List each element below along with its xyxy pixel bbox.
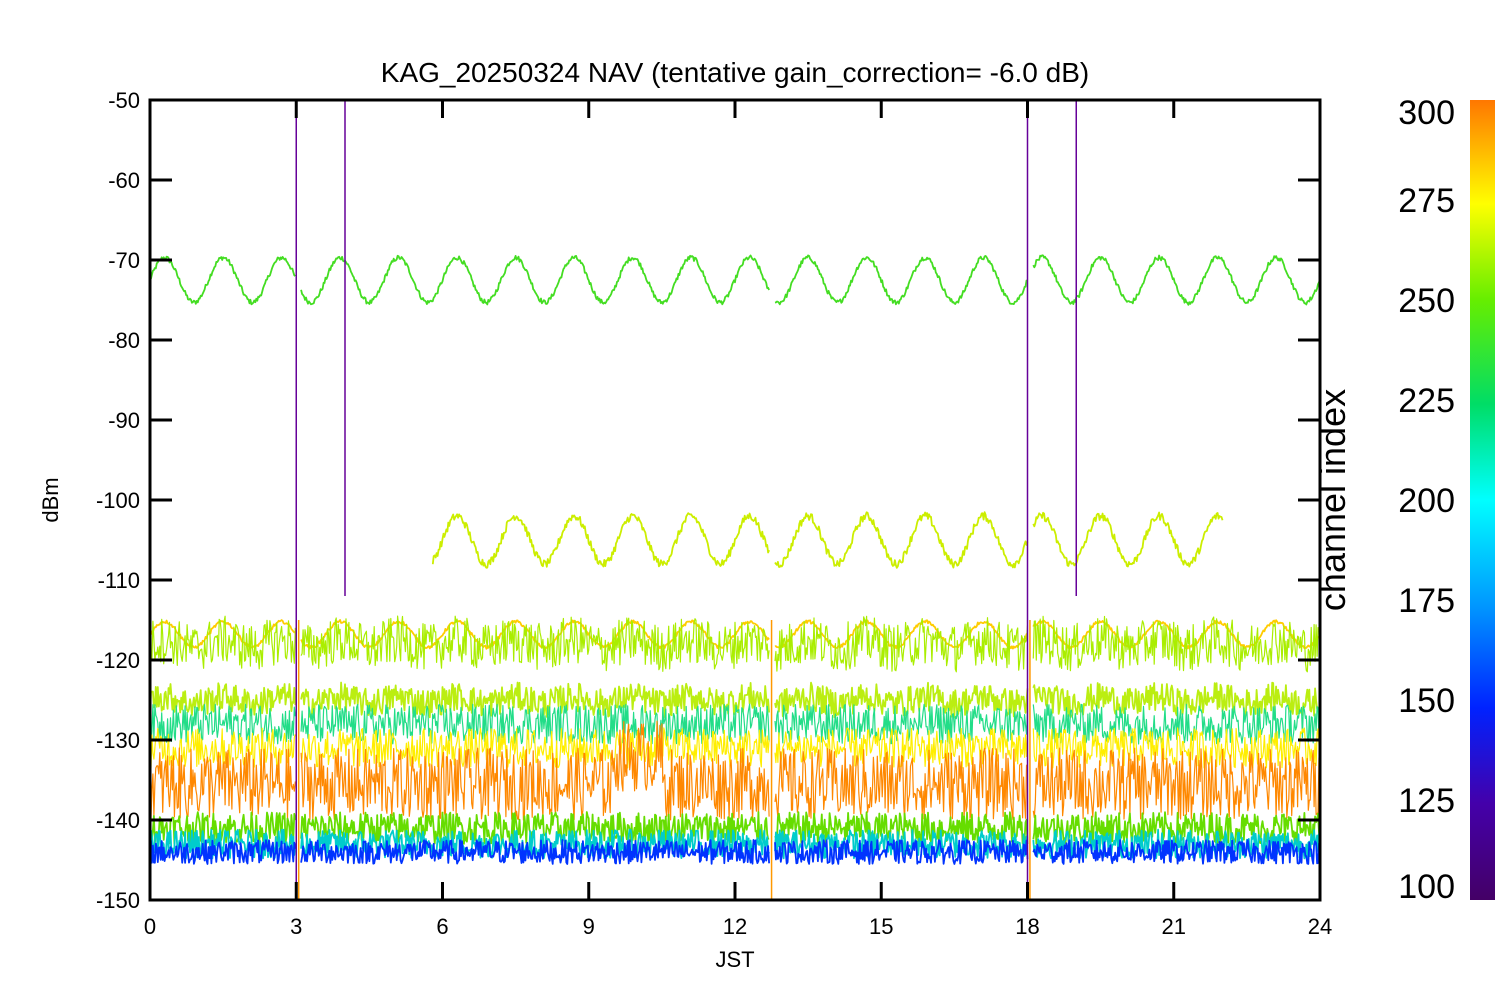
colorbar-tick-label: 175 bbox=[1398, 582, 1455, 620]
y-tick-label: -70 bbox=[108, 248, 140, 273]
series-line-ch210 bbox=[150, 703, 1320, 745]
x-tick-label: 9 bbox=[583, 914, 595, 939]
series-line-ch240 bbox=[150, 254, 1320, 306]
colorbar-tick-label: 300 bbox=[1398, 94, 1455, 132]
y-tick-label: -130 bbox=[96, 728, 140, 753]
colorbar bbox=[1470, 100, 1495, 900]
x-tick-label: 24 bbox=[1308, 914, 1332, 939]
series-line-ch130 bbox=[150, 839, 1320, 865]
series-line-ch255 bbox=[150, 615, 1320, 673]
x-axis: 0 3 6 9 12 15 18 21 24 bbox=[144, 100, 1332, 939]
x-tick-label: 3 bbox=[290, 914, 302, 939]
series-line-ch295 bbox=[150, 720, 1320, 821]
y-tick-label: -150 bbox=[96, 888, 140, 913]
series-line-ch280 bbox=[150, 727, 1320, 769]
y-axis: -50 -60 -70 -80 -90 -100 -110 -120 -130 -140 -150 bbox=[96, 88, 1320, 913]
y-tick-label: -60 bbox=[108, 168, 140, 193]
plot-area bbox=[150, 100, 1320, 900]
y-tick-label: -90 bbox=[108, 408, 140, 433]
colorbar-tick-label: 275 bbox=[1398, 182, 1455, 220]
colorbar-tick-label: 200 bbox=[1398, 482, 1455, 520]
y-tick-label: -80 bbox=[108, 328, 140, 353]
colorbar-tick-label: 150 bbox=[1398, 682, 1455, 720]
x-tick-label: 0 bbox=[144, 914, 156, 939]
colorbar-tick-label: 225 bbox=[1398, 382, 1455, 420]
y-tick-label: -110 bbox=[98, 568, 140, 593]
colorbar-ticks: 100 125 150 175 200 225 250 275 300 bbox=[1398, 94, 1455, 906]
x-tick-label: 21 bbox=[1162, 914, 1186, 939]
series-line-ch275 bbox=[150, 619, 1320, 650]
x-axis-title: JST bbox=[715, 947, 754, 972]
colorbar-tick-label: 100 bbox=[1398, 868, 1455, 906]
y-tick-label: -140 bbox=[96, 808, 140, 833]
x-tick-label: 18 bbox=[1015, 914, 1039, 939]
x-tick-label: 12 bbox=[723, 914, 747, 939]
colorbar-title: channel index bbox=[1312, 389, 1353, 611]
y-tick-label: -50 bbox=[108, 88, 140, 113]
series-line-ch262 bbox=[431, 511, 1224, 569]
colorbar-tick-label: 250 bbox=[1398, 282, 1455, 320]
y-tick-label: -100 bbox=[96, 488, 140, 513]
series-line-ch230 bbox=[150, 811, 1320, 845]
x-tick-label: 15 bbox=[869, 914, 893, 939]
colorbar-tick-label: 125 bbox=[1398, 782, 1455, 820]
x-tick-label: 6 bbox=[436, 914, 448, 939]
series-line-ch258 bbox=[150, 681, 1320, 719]
chart-title: KAG_20250324 NAV (tentative gain_correct… bbox=[381, 57, 1089, 88]
y-tick-label: -120 bbox=[96, 648, 140, 673]
y-axis-title: dBm bbox=[38, 477, 63, 522]
